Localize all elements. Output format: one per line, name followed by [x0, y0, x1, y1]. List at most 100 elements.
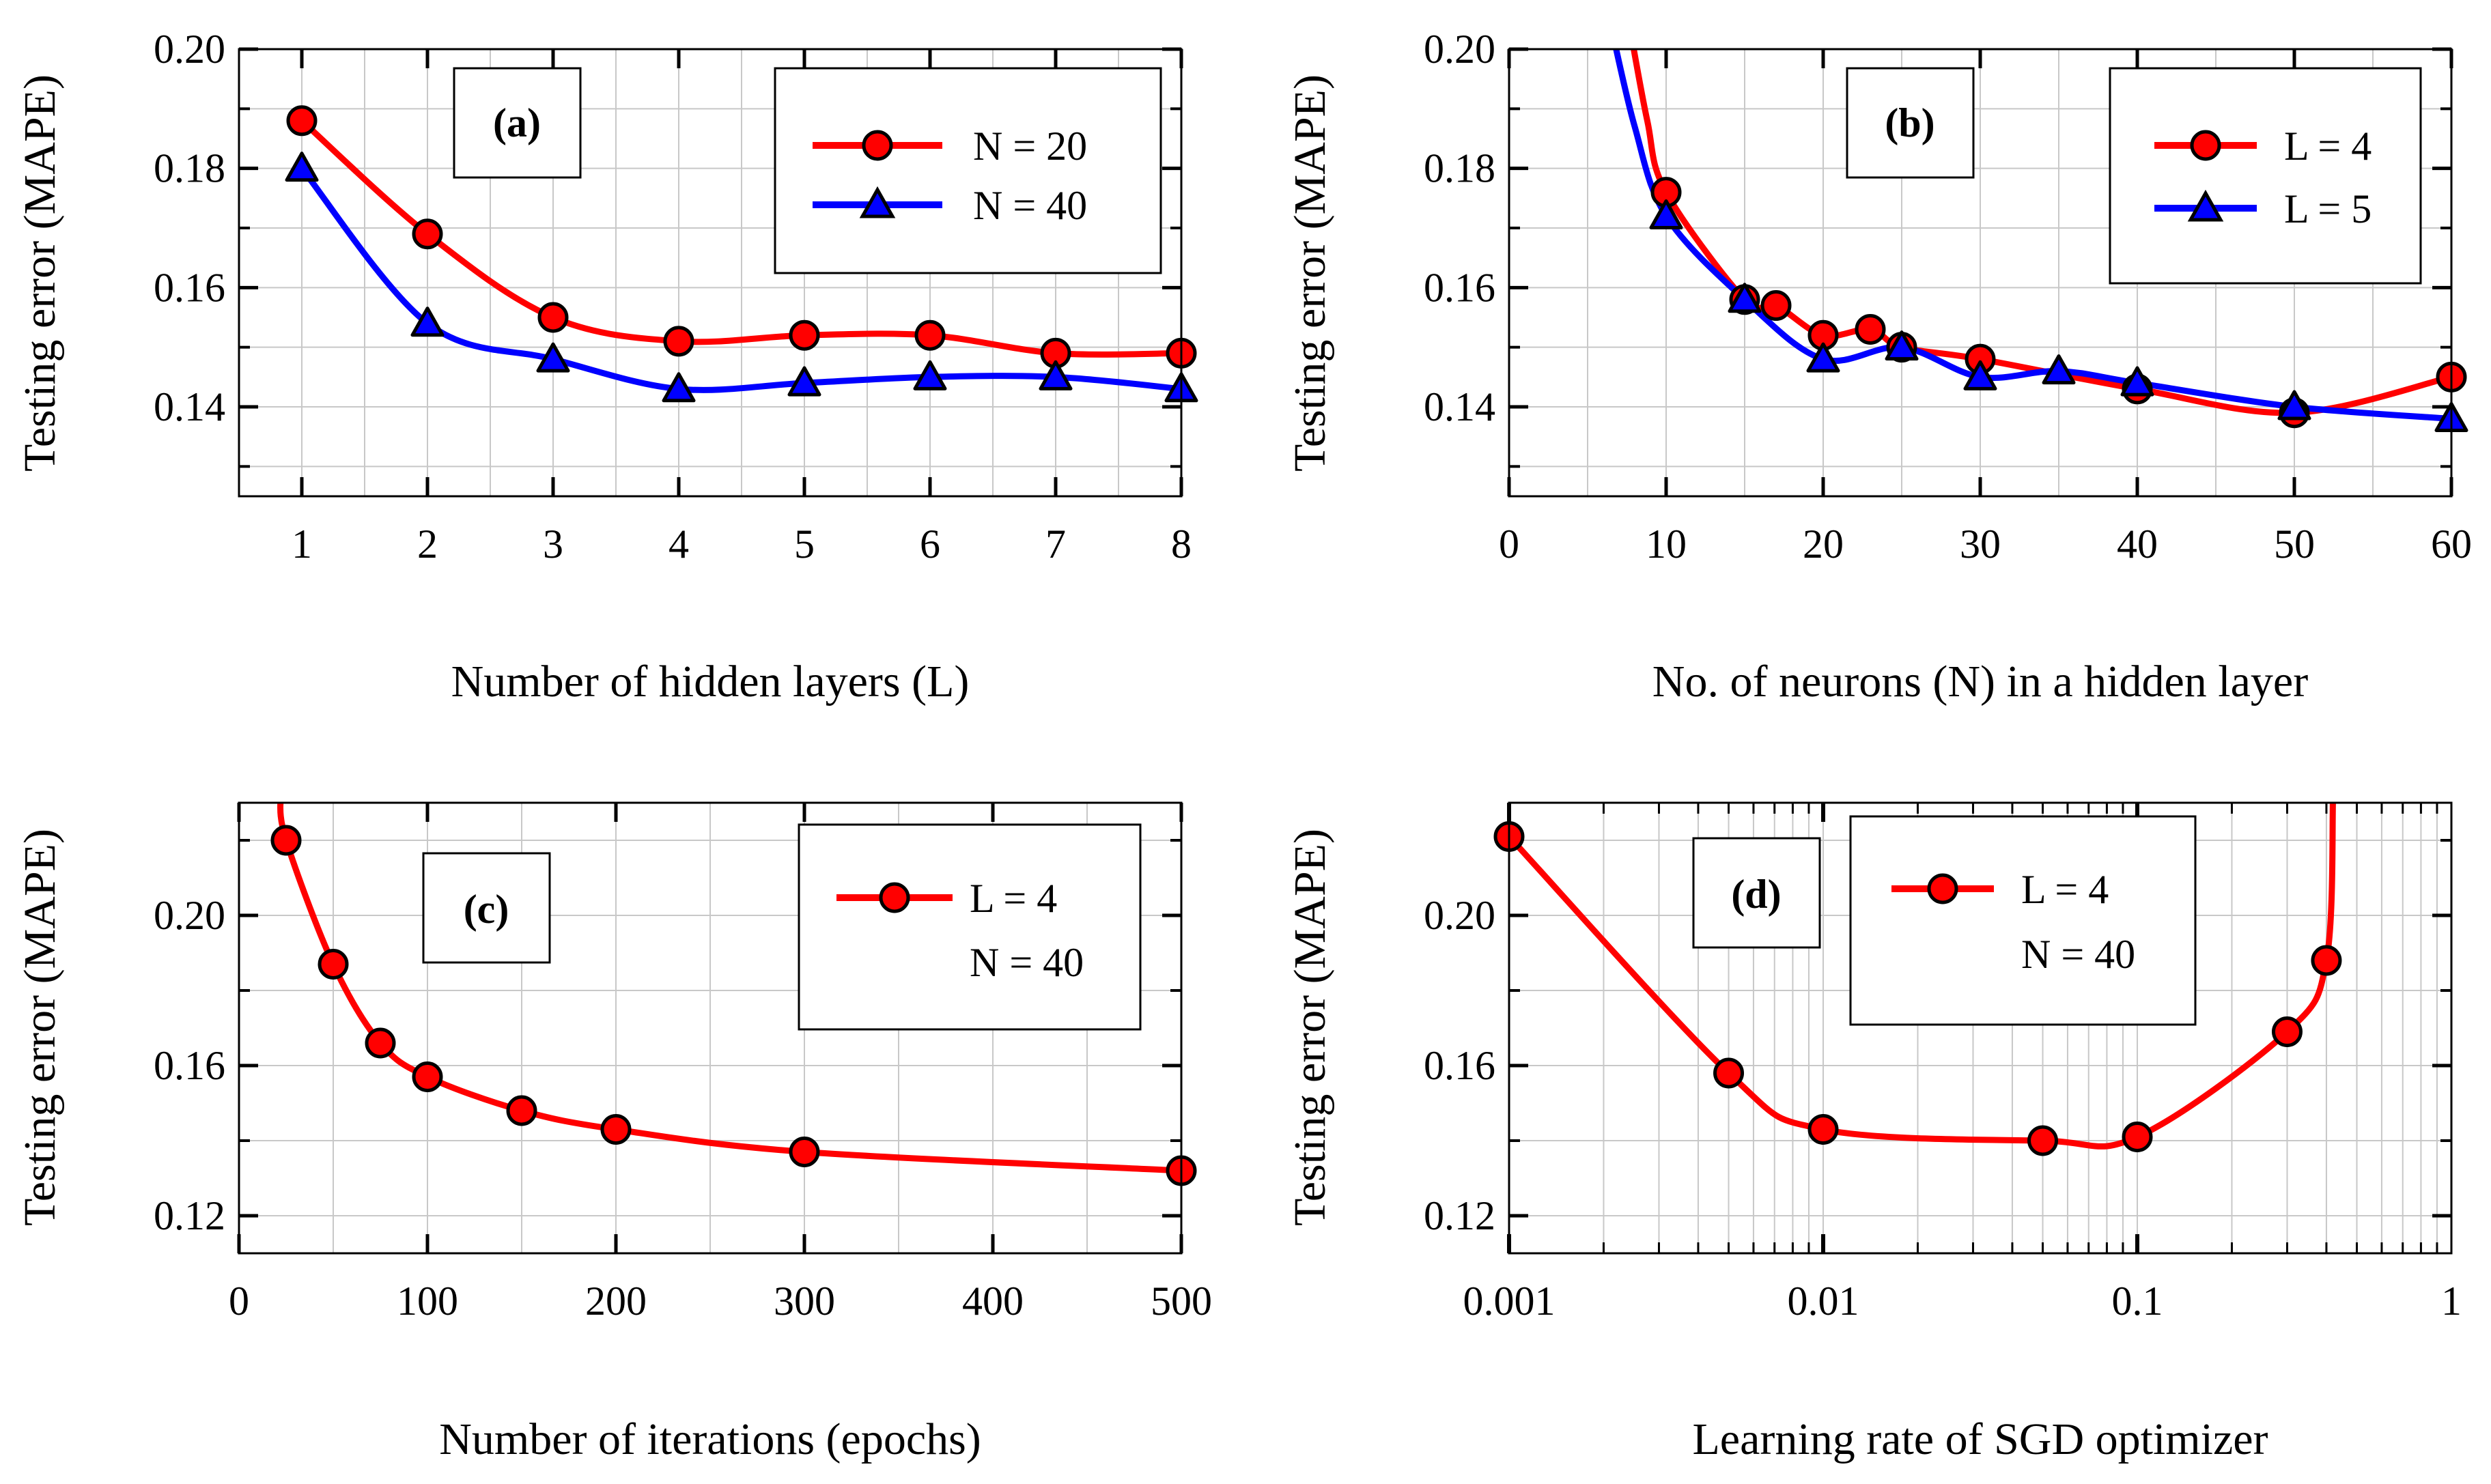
panel-b-series-1-point	[1649, 199, 1683, 230]
panel-c-series-line-0	[277, 803, 1181, 1174]
panel-d-series-0-point	[2122, 1122, 2153, 1152]
panel-a-legend: N = 20 N = 40	[774, 67, 1162, 274]
panel-d-ytick-labels: 0.12 0.16 0.20	[1424, 893, 1495, 1238]
panel-b-ytick-label: 0.14	[1424, 384, 1495, 429]
panel-d-series-0-point	[2311, 945, 2342, 976]
panel-d-xtick-label: 0.01	[1788, 1279, 1859, 1324]
panel-b-legend-text-1: L = 5	[2284, 186, 2372, 231]
panel-a-xtick-label: 1	[292, 522, 312, 567]
panel-d-label: (d)	[1731, 872, 1781, 917]
panel-b-xtick-label: 20	[1803, 522, 1844, 567]
panel-b-xtick-label: 40	[2117, 522, 2158, 567]
panel-a-xtick-label: 2	[417, 522, 438, 567]
panel-d-series-0-point	[1807, 1114, 1839, 1145]
panel-b-series-1-point	[2277, 390, 2311, 420]
panel-d-plot-frame	[1508, 801, 2453, 1255]
panel-d-series-0-point	[2271, 1016, 2303, 1047]
panel-a-series-1-point	[1039, 360, 1073, 390]
panel-a-series-1-point	[913, 360, 947, 390]
panel-c-legend-marker-0	[879, 882, 910, 913]
panel-b-series-1-point	[1963, 360, 1997, 390]
panel-c-series-0-point	[600, 1114, 632, 1145]
panel-d-legend-marker-0	[1927, 873, 1958, 904]
panel-a-ytick-label: 0.18	[154, 146, 225, 191]
panel-b-ytick-label: 0.20	[1424, 27, 1495, 72]
panel-c-ytick-labels: 0.12 0.16 0.20	[154, 893, 225, 1238]
panel-d-legend-text-0b: N = 40	[2021, 932, 2135, 977]
panel-d: 0.001 0.01 0.1 1 0.12 0.16 0.20 Learning rate…	[1285, 801, 2462, 1464]
panel-b-ylabel: Testing error (MAPE)	[1285, 74, 1335, 472]
panel-c-ytick-label: 0.16	[154, 1043, 225, 1088]
panel-b-xtick-label: 50	[2274, 522, 2315, 567]
panel-a-series-0-point	[412, 218, 443, 250]
panel-a-ylabel: Testing error (MAPE)	[15, 74, 65, 472]
panel-b-series-0-point	[1760, 290, 1792, 322]
panel-b-xtick-label: 60	[2431, 522, 2472, 567]
panel-d-ytick-label: 0.20	[1424, 893, 1495, 938]
panel-c-ytick-label: 0.20	[154, 893, 225, 938]
panel-a-ytick-label: 0.20	[154, 27, 225, 72]
panel-b-legend-marker-0	[2190, 130, 2221, 161]
panel-a-legend-marker-1	[859, 186, 896, 218]
panel-a-xtick-label: 5	[794, 522, 815, 567]
panel-c-series-0-point	[270, 825, 302, 856]
panel-b-xtick-labels: 0 10 20 30 40 50 60	[1499, 522, 2472, 567]
panel-b-series	[1613, 49, 2468, 432]
panel-b-series-1-point	[2120, 366, 2154, 397]
panel-a-series-1-point	[410, 306, 445, 337]
panel-d-series-0-point	[1713, 1057, 1745, 1089]
panel-c-series-0-point	[506, 1095, 537, 1126]
panel-a-xlabel: Number of hidden layers (L)	[451, 657, 970, 707]
panel-a-series-0-point	[914, 319, 946, 351]
panel-c-label: (c)	[464, 887, 509, 932]
panel-a-legend-entry-0: N = 20	[813, 124, 1087, 169]
panel-d-xtick-label: 1	[2441, 1279, 2462, 1324]
panel-a-ytick-label: 0.14	[154, 384, 225, 429]
panel-a-series-0-point	[663, 326, 694, 357]
panel-b-xtick-label: 30	[1960, 522, 2001, 567]
panel-b-series-1-point	[1728, 283, 1762, 313]
panel-c-ylabel: Testing error (MAPE)	[15, 829, 65, 1226]
panel-b-xlabel: No. of neurons (N) in a hidden layer	[1652, 657, 2308, 707]
panel-d-xlabel: Learning rate of SGD optimizer	[1692, 1414, 2268, 1464]
panel-c-series-0-point	[365, 1027, 396, 1059]
panel-d-ytick-label: 0.16	[1424, 1043, 1495, 1088]
panel-d-legend-entry-0: L = 4 N = 40	[1891, 867, 2135, 977]
panel-d-legend-box	[1849, 815, 2197, 1026]
panel-c-xtick-label: 100	[397, 1279, 458, 1324]
panel-d-xtick-labels: 0.001 0.01 0.1 1	[1463, 1279, 2462, 1324]
panel-b-label-box	[1846, 67, 1975, 179]
panel-a-legend-entry-1: N = 40	[813, 183, 1087, 228]
panel-b-xtick-label: 0	[1499, 522, 1519, 567]
panel-a-series-0-point	[789, 319, 820, 351]
panel-a-label-box	[453, 67, 582, 179]
panel-c-legend-entry-0: L = 4 N = 40	[836, 876, 1084, 985]
panel-a-legend-marker-0	[862, 130, 893, 161]
panel-b-ytick-label: 0.16	[1424, 265, 1495, 310]
panel-b-label: (b)	[1885, 100, 1934, 145]
panel-a-series-0-point	[537, 302, 569, 333]
panel-b-ytick-labels: 0.14 0.16 0.18 0.20	[1424, 27, 1495, 429]
panel-c-xlabel: Number of iterations (epochs)	[439, 1414, 981, 1464]
panel-a-series-1-point	[536, 342, 570, 373]
panel-a-legend-text-1: N = 40	[973, 183, 1087, 228]
panel-a-legend-box	[774, 67, 1162, 274]
panel-c-plot-frame	[238, 801, 1183, 1255]
panel-c-xtick-label: 0	[229, 1279, 249, 1324]
panel-c-xtick-label: 300	[774, 1279, 835, 1324]
panel-a-xtick-label: 8	[1171, 522, 1192, 567]
panel-c-series-0-point	[412, 1061, 443, 1092]
panel-a-xtick-label: 6	[920, 522, 940, 567]
panel-b-series-1-point	[1806, 342, 1840, 373]
panel-b-series-1-point	[2042, 354, 2076, 385]
panel-b-series-1-point	[1885, 330, 1919, 361]
panel-a-xtick-label: 3	[543, 522, 563, 567]
panel-c-legend-text-0b: N = 40	[970, 940, 1084, 985]
panel-b-legend-box	[2109, 67, 2422, 285]
panel-a-ytick-label: 0.16	[154, 265, 225, 310]
panel-b-plot-frame	[1508, 48, 2453, 498]
panel-d-series-line-0	[1509, 803, 2336, 1150]
panel-a-series-1-point	[662, 372, 696, 403]
panel-b-xtick-label: 10	[1646, 522, 1687, 567]
panel-a-series	[285, 105, 1198, 403]
